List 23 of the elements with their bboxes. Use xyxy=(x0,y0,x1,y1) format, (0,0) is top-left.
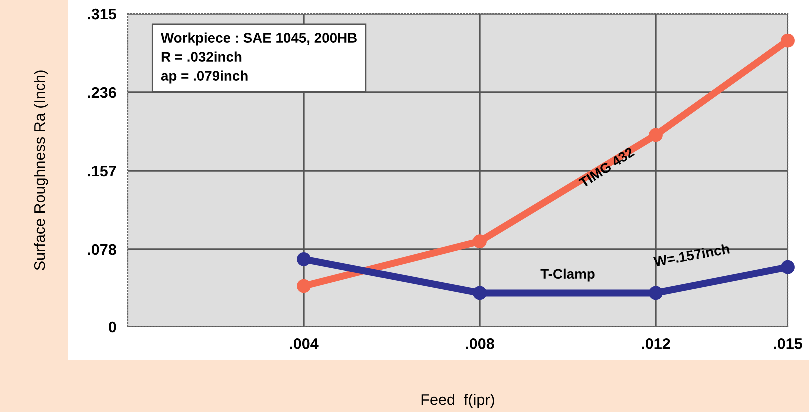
y-tick-label: .078 xyxy=(88,244,116,256)
x-tick-label: .008 xyxy=(466,338,494,350)
series-label: T-Clamp xyxy=(540,268,595,282)
y-tick-label: .315 xyxy=(88,8,116,20)
x-tick-label: .015 xyxy=(774,338,802,350)
point xyxy=(473,286,487,300)
point xyxy=(473,234,487,248)
point xyxy=(781,34,795,48)
annotation: Workpiece : SAE 1045, 200HB R = .032inch ap = .079inch xyxy=(161,32,357,84)
x-tick-label: .012 xyxy=(642,338,670,350)
annotation: W=.157inch xyxy=(653,244,730,267)
point xyxy=(297,252,311,266)
point xyxy=(649,286,663,300)
point xyxy=(297,279,311,294)
x-axis-title: Feed f(ipr) xyxy=(422,394,494,408)
point xyxy=(781,260,795,274)
y-tick-label: .236 xyxy=(88,87,116,98)
text: TIMG 432 xyxy=(578,146,636,188)
x-tick-label: .004 xyxy=(290,338,319,350)
y-axis-title: Surface Roughness Ra (Inch) xyxy=(34,70,48,270)
point xyxy=(649,128,663,142)
y-tick-label: .157 xyxy=(88,166,116,177)
y-tick-label: 0 xyxy=(108,322,116,333)
